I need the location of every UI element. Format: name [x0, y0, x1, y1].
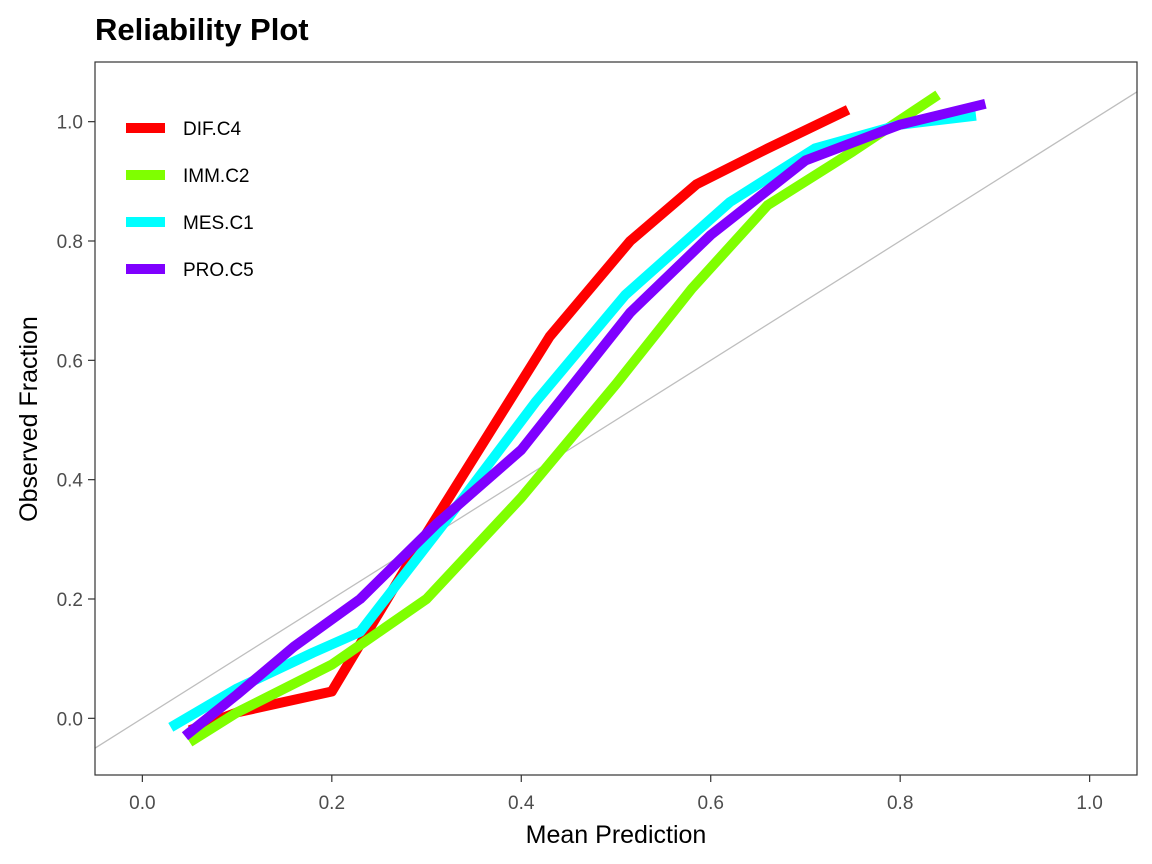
legend: DIF.C4 IMM.C2 MES.C1 PRO.C5	[126, 119, 254, 281]
series-line-pro-c5	[181, 98, 987, 741]
chart-title: Reliability Plot	[95, 12, 309, 47]
legend-label: DIF.C4	[183, 119, 242, 140]
panel-border	[94, 61, 1138, 776]
y-tick-label: 0.4	[57, 471, 84, 492]
y-tick-label: 0.2	[57, 590, 83, 611]
series-line-dif-c4	[187, 105, 851, 735]
y-axis-title: Observed Fraction	[15, 316, 43, 522]
x-tick-label: 0.0	[129, 793, 155, 814]
legend-label: PRO.C5	[183, 260, 254, 281]
plot-area: 0.0 0.2 0.4 0.6 0.8 1.0 0.0 0.2 0.4 0.6 0.8 1.0 DIF.…	[57, 61, 1138, 814]
x-tick-label: 0.8	[887, 793, 913, 814]
y-tick-label: 0.6	[57, 351, 83, 372]
x-tick-label: 1.0	[1076, 793, 1102, 814]
x-tick-label: 0.6	[698, 793, 724, 814]
reference-diagonal-line	[95, 91, 1137, 749]
x-tick-label: 0.4	[508, 793, 535, 814]
series-line-mes-c1	[168, 110, 977, 732]
y-tick-label: 0.8	[57, 232, 83, 253]
x-axis-title: Mean Prediction	[526, 821, 707, 849]
y-tick-label: 0.0	[57, 709, 83, 730]
x-tick-label: 0.2	[319, 793, 345, 814]
series-line-imm-c2	[187, 90, 941, 747]
legend-label: MES.C1	[183, 213, 254, 234]
y-tick-label: 1.0	[57, 113, 83, 134]
legend-label: IMM.C2	[183, 166, 250, 187]
